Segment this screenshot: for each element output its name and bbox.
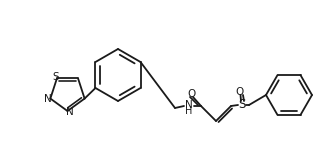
Text: H: H xyxy=(185,106,193,116)
Text: S: S xyxy=(52,72,59,83)
Text: N: N xyxy=(44,94,52,103)
Text: N: N xyxy=(185,100,193,110)
Text: N: N xyxy=(65,107,73,117)
Text: O: O xyxy=(236,87,244,97)
Text: O: O xyxy=(187,89,195,99)
Text: S: S xyxy=(238,99,246,111)
